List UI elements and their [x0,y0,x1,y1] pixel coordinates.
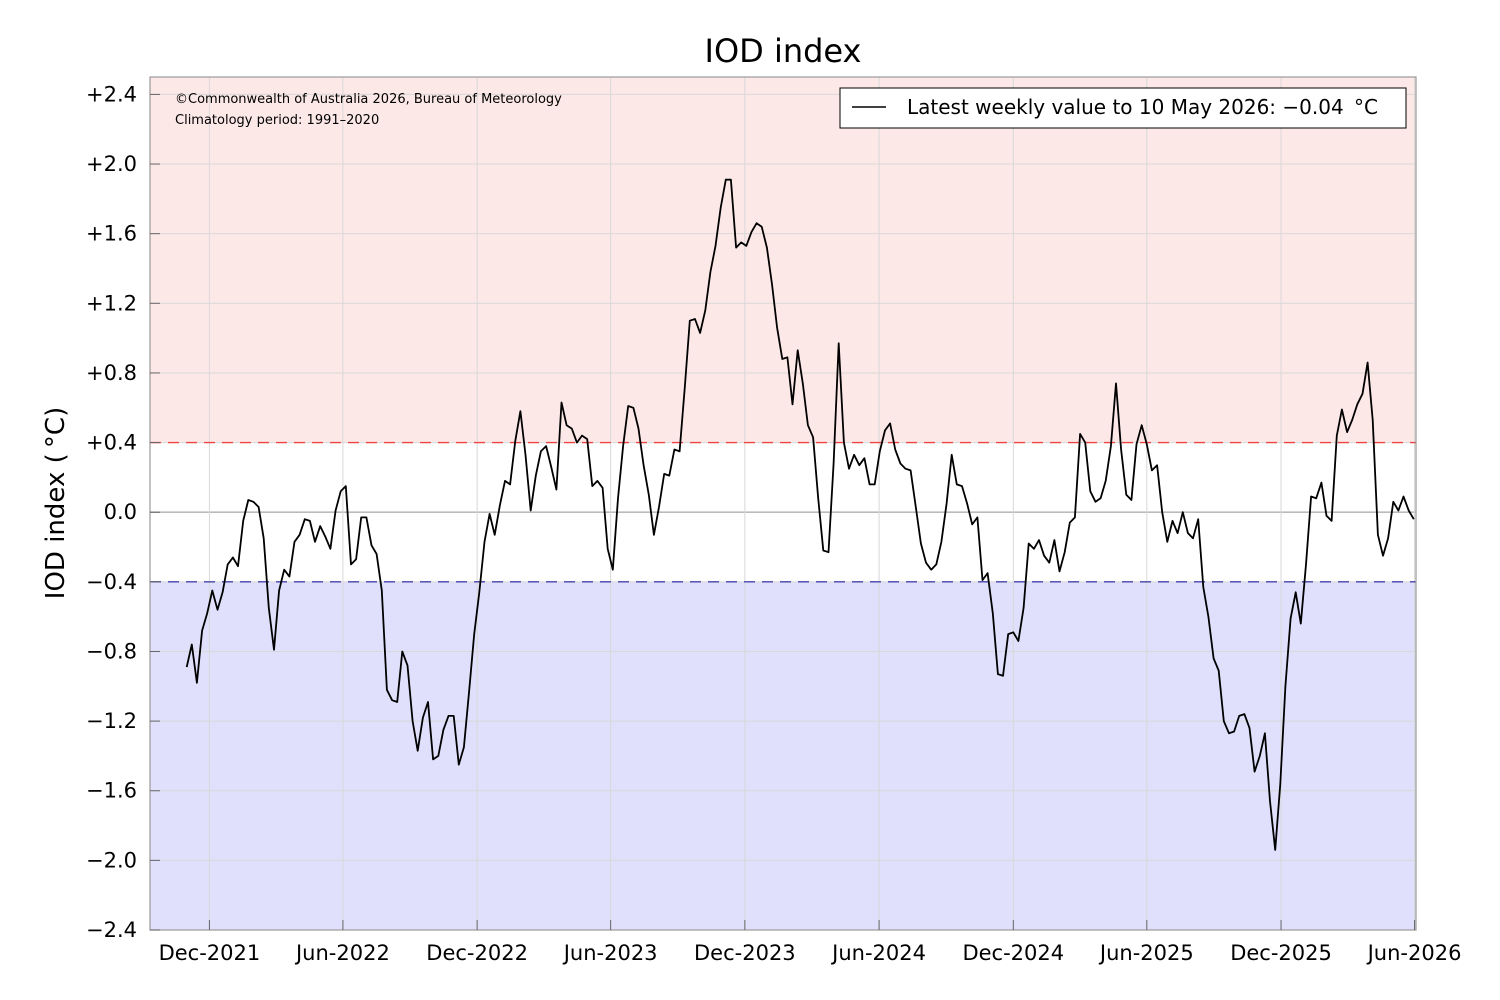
axis-ticks [150,93,1416,931]
y-tick-label: +0.8 [86,361,137,385]
y-tick-label: −0.8 [86,639,137,663]
x-tick-label: Jun-2026 [1366,941,1462,965]
y-tick-label: +2.4 [86,82,137,106]
x-tick-label: Dec-2022 [426,941,528,965]
x-tick-label: Jun-2025 [1098,941,1194,965]
y-tick-label: +1.6 [86,222,137,246]
series-layer [185,178,1415,851]
y-tick-labels: +2.4 +2.0 +1.6 +1.2 +0.8 +0.4 0.0 −0.4 −0.8 −1.2 −… [86,82,137,942]
x-tick-label: Jun-2023 [562,941,658,965]
x-tick-label: Dec-2025 [1230,941,1332,965]
legend-box [839,87,1407,129]
y-tick-label: +2.0 [86,152,137,176]
copyright-note: ©Commonwealth of Australia 2026, Bureau … [175,92,562,107]
climatology-note: Climatology period: 1991–2020 [175,113,379,128]
x-tick-label: Dec-2024 [962,941,1064,965]
y-tick-label: −2.4 [86,918,137,942]
threshold-lines [150,441,1416,583]
x-tick-label: Dec-2023 [694,941,796,965]
y-tick-label: +1.2 [86,291,137,315]
y-tick-label: −1.6 [86,779,137,803]
y-tick-label: −2.0 [86,848,137,872]
x-tick-label: Dec-2021 [159,941,261,965]
positive-band [150,77,1416,443]
gridlines [150,77,1416,931]
chart-title: IOD index [705,32,862,70]
legend: Latest weekly value to 10 May 2026: −0.0… [839,87,1407,129]
iod-weekly-series-line [185,178,1415,851]
y-tick-label: 0.0 [104,500,137,524]
y-tick-label: −1.2 [86,709,137,733]
y-axis-label: IOD index ( °C) [41,407,71,599]
legend-entry: Latest weekly value to 10 May 2026: −0.0… [907,95,1378,119]
y-tick-label: +0.4 [86,431,137,455]
y-tick-label: −0.4 [86,570,137,594]
negative-band [150,581,1416,930]
x-tick-label: Jun-2022 [294,941,390,965]
x-tick-label: Jun-2024 [830,941,926,965]
plot-frame [149,76,1417,931]
x-tick-labels: Dec-2021 Jun-2022 Dec-2022 Jun-2023 Dec-2023… [159,941,1462,965]
plot-background [150,77,1416,930]
